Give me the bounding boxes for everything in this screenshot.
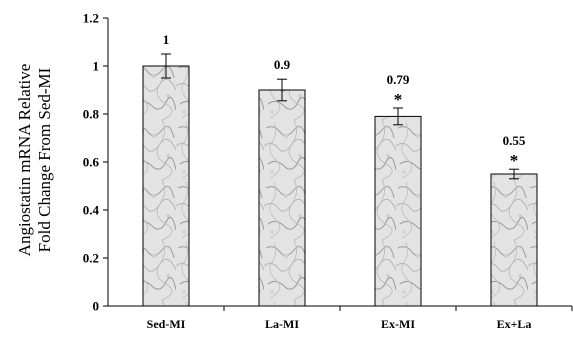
- x-category-label: Ex-MI: [381, 317, 415, 331]
- y-tick-label: 0.4: [83, 203, 100, 218]
- y-tick-label: 0.6: [83, 155, 100, 170]
- bar-ex-mi: [374, 115, 422, 307]
- y-tick-label: 0: [93, 299, 100, 314]
- data-label: 0.55: [503, 133, 526, 148]
- bar-ex-la: [490, 173, 538, 307]
- x-category-label: Ex+La: [497, 317, 532, 331]
- y-tick-label: 0.2: [83, 251, 99, 266]
- x-category-label: Sed-MI: [147, 317, 186, 331]
- data-label: 1: [163, 32, 170, 47]
- bar-la-mi: [258, 89, 306, 307]
- x-category-label: La-MI: [265, 317, 299, 331]
- y-tick-label: 1: [93, 59, 100, 74]
- data-label: 0.9: [274, 57, 291, 72]
- significance-marker: *: [510, 151, 519, 170]
- y-tick-label: 1.2: [83, 11, 99, 26]
- bar-sed-mi: [142, 65, 190, 307]
- y-tick-label: 0.8: [83, 107, 100, 122]
- significance-marker: *: [394, 90, 403, 109]
- y-axis-label-line-1: Angiostatin mRNA Relative: [15, 64, 34, 257]
- plot-area: 0 0.2 0.4 0.6 0.8 1 1.2 1 Sed-MI 0.9 La-MI * 0.79 Ex-…: [83, 11, 573, 331]
- data-label: 0.79: [387, 72, 410, 87]
- y-axis-label-line-2: Fold Change From Sed-MI: [35, 67, 54, 252]
